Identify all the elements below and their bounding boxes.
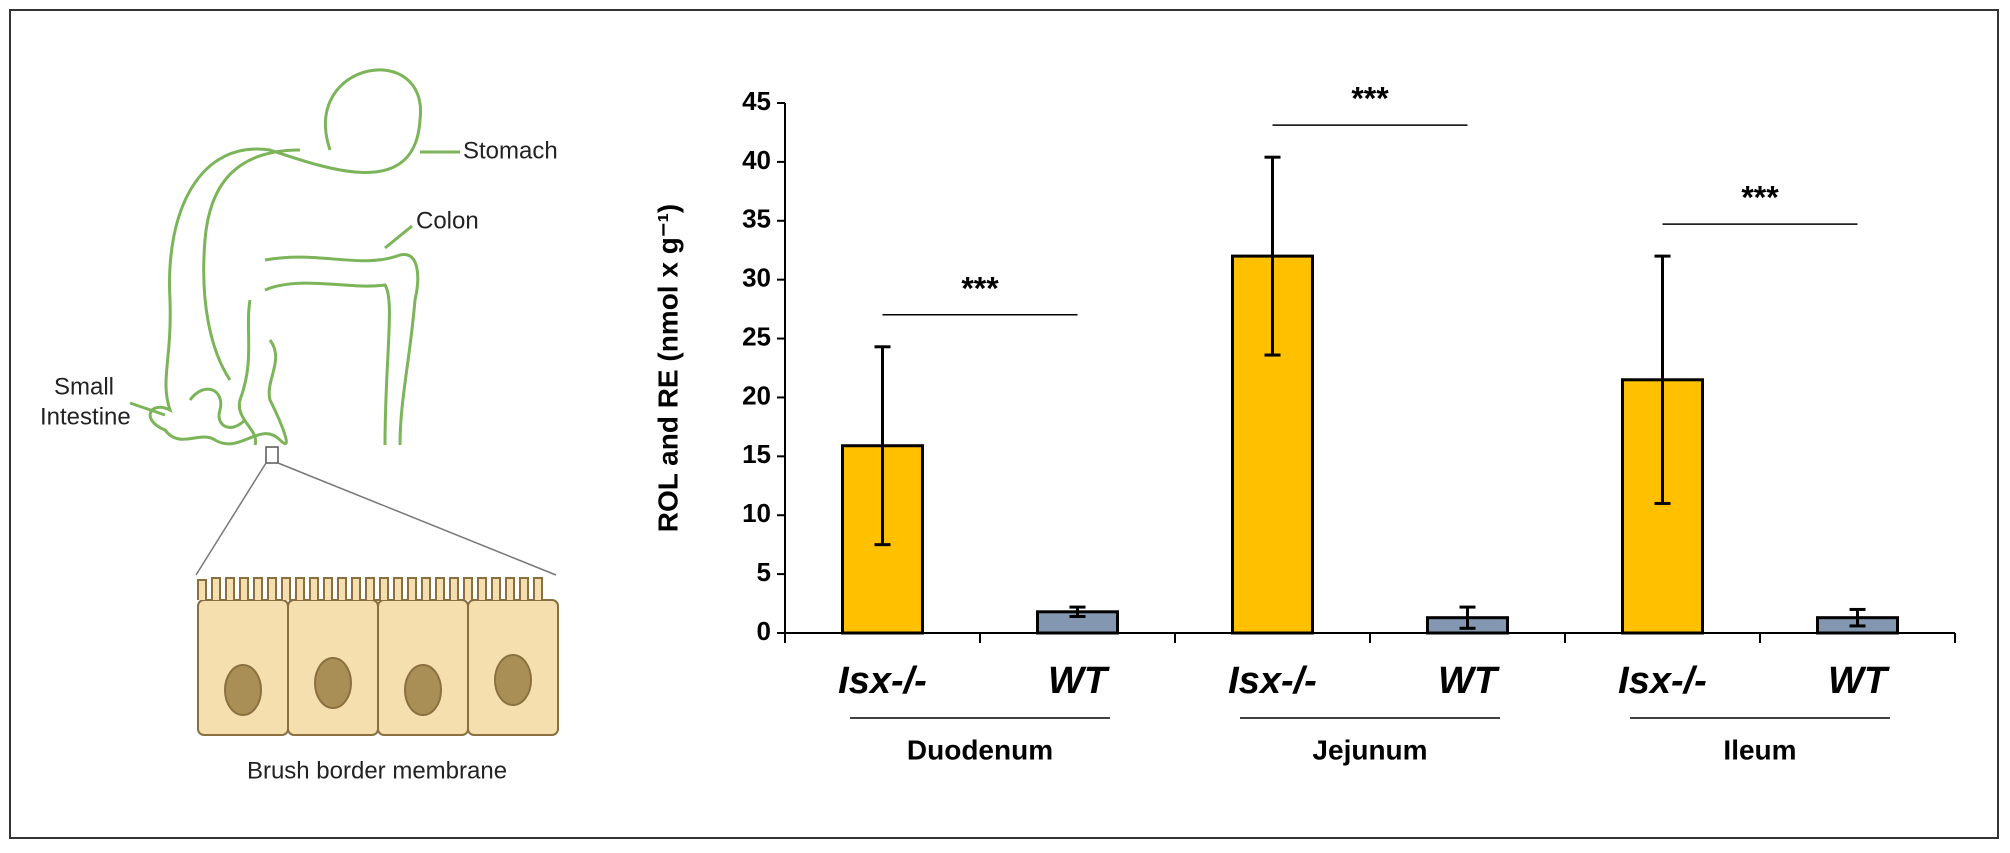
y-tick-label: 10	[742, 498, 771, 528]
x-tick-label: Isx-/-	[1618, 660, 1707, 702]
significance-label: ***	[1741, 180, 1779, 216]
diagram-caption: Brush border membrane	[247, 757, 507, 784]
y-tick-label: 25	[742, 321, 771, 351]
label-stomach: Stomach	[463, 137, 558, 164]
label-intestine: Intestine	[40, 403, 131, 430]
y-tick-label: 5	[757, 557, 771, 587]
zoom-box	[265, 446, 279, 464]
y-tick-label: 40	[742, 145, 771, 175]
pointer-line	[384, 224, 413, 250]
significance-label: ***	[961, 270, 999, 306]
x-tick-label: Isx-/-	[1228, 660, 1317, 702]
y-axis-label: ROL and RE (nmol x g⁻¹)	[652, 204, 683, 532]
y-tick-label: 20	[742, 380, 771, 410]
x-tick-label: WT	[1438, 660, 1500, 702]
x-tick-label: Isx-/-	[838, 660, 927, 702]
brush-border-cells	[197, 577, 559, 736]
group-label: Duodenum	[907, 734, 1053, 765]
label-colon: Colon	[416, 207, 479, 234]
zoom-line	[277, 462, 557, 576]
y-tick-label: 15	[742, 439, 771, 469]
y-tick-label: 0	[757, 616, 771, 646]
x-tick-label: WT	[1048, 660, 1110, 702]
pointer-line	[129, 401, 166, 417]
y-tick-label: 35	[742, 204, 771, 234]
zoom-line	[195, 462, 267, 576]
y-tick-label: 45	[742, 86, 771, 116]
digestive-tract	[148, 68, 422, 446]
y-tick-label: 30	[742, 263, 771, 293]
group-label: Ileum	[1723, 734, 1796, 765]
x-tick-label: WT	[1828, 660, 1890, 702]
group-label: Jejunum	[1312, 734, 1427, 765]
significance-label: ***	[1351, 81, 1389, 117]
frame	[9, 9, 1999, 839]
label-small: Small	[54, 373, 114, 400]
